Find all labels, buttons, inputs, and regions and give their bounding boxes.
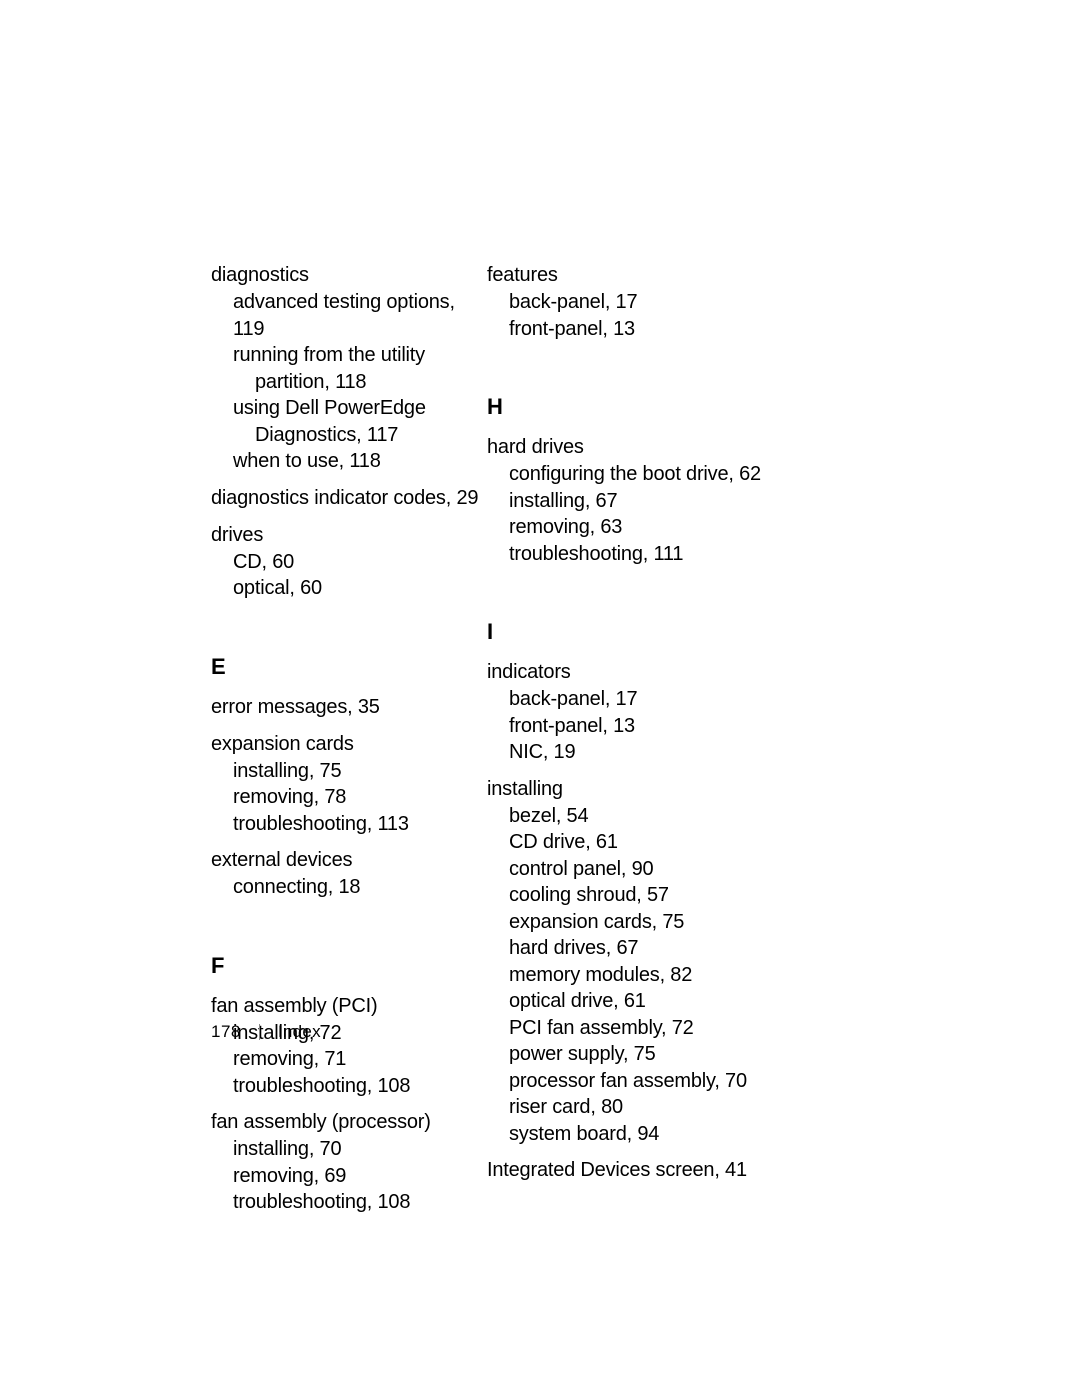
sub-drives-cd: CD, 60 [211, 549, 487, 576]
index-columns: diagnostics advanced testing options, 11… [0, 262, 1080, 1226]
sub-fanproc-install: installing, 70 [211, 1136, 487, 1163]
term-fan-proc: fan assembly (processor) [211, 1109, 487, 1136]
sub-inst-bezel: bezel, 54 [487, 803, 787, 830]
sub-hd-config: configuring the boot drive, 62 [487, 461, 787, 488]
sub-diag-use-a: using Dell PowerEdge [211, 395, 487, 422]
sub-diag-use-b: Diagnostics, 117 [211, 422, 487, 449]
term-diag-ind-codes: diagnostics indicator codes, 29 [211, 485, 487, 512]
sub-feat-back: back-panel, 17 [487, 289, 787, 316]
entry-hard-drives: hard drives configuring the boot drive, … [487, 434, 787, 567]
sub-inst-exp: expansion cards, 75 [487, 909, 787, 936]
sub-inst-sysb: system board, 94 [487, 1121, 787, 1148]
right-column: features back-panel, 17 front-panel, 13 … [487, 262, 787, 1194]
sub-drives-optical: optical, 60 [211, 575, 487, 602]
sub-diag-run-b: partition, 118 [211, 369, 487, 396]
sub-inst-hd: hard drives, 67 [487, 935, 787, 962]
sub-hd-install: installing, 67 [487, 488, 787, 515]
sub-ext-connecting: connecting, 18 [211, 874, 487, 901]
entry-indicators: indicators back-panel, 17 front-panel, 1… [487, 659, 787, 766]
entry-external-devices: external devices connecting, 18 [211, 847, 487, 901]
sub-ind-back: back-panel, 17 [487, 686, 787, 713]
sub-inst-pcifan: PCI fan assembly, 72 [487, 1015, 787, 1042]
term-int-dev-screen: Integrated Devices screen, 41 [487, 1157, 787, 1184]
sub-ind-nic: NIC, 19 [487, 739, 787, 766]
term-fan-pci: fan assembly (PCI) [211, 993, 487, 1020]
letter-heading-h: H [487, 394, 787, 420]
term-hard-drives: hard drives [487, 434, 787, 461]
entry-int-dev-screen: Integrated Devices screen, 41 [487, 1157, 787, 1184]
page-number: 178 [211, 1022, 241, 1042]
term-installing: installing [487, 776, 787, 803]
sub-feat-front: front-panel, 13 [487, 316, 787, 343]
sub-exp-install: installing, 75 [211, 758, 487, 785]
sub-inst-procfan: processor fan assembly, 70 [487, 1068, 787, 1095]
sub-exp-tshoot: troubleshooting, 113 [211, 811, 487, 838]
entry-features: features back-panel, 17 front-panel, 13 [487, 262, 787, 342]
term-external-devices: external devices [211, 847, 487, 874]
sub-inst-cd: CD drive, 61 [487, 829, 787, 856]
page-footer: 178 Index [211, 1022, 321, 1042]
entry-drives: drives CD, 60 optical, 60 [211, 522, 487, 602]
entry-diagnostics: diagnostics advanced testing options, 11… [211, 262, 487, 475]
entry-installing: installing bezel, 54 CD drive, 61 contro… [487, 776, 787, 1148]
left-column: diagnostics advanced testing options, 11… [211, 262, 487, 1226]
entry-fan-proc: fan assembly (processor) installing, 70 … [211, 1109, 487, 1216]
entry-fan-pci: fan assembly (PCI) installing, 72 removi… [211, 993, 487, 1100]
sub-diag-adv: advanced testing options, 119 [211, 289, 487, 342]
sub-inst-opt: optical drive, 61 [487, 988, 787, 1015]
entry-expansion-cards: expansion cards installing, 75 removing,… [211, 731, 487, 838]
letter-heading-i: I [487, 619, 787, 645]
sub-diag-when: when to use, 118 [211, 448, 487, 475]
entry-error-messages: error messages, 35 [211, 694, 487, 721]
sub-inst-shroud: cooling shroud, 57 [487, 882, 787, 909]
sub-fanproc-tshoot: troubleshooting, 108 [211, 1189, 487, 1216]
footer-divider [259, 1024, 260, 1040]
sub-inst-riser: riser card, 80 [487, 1094, 787, 1121]
term-indicators: indicators [487, 659, 787, 686]
sub-fanproc-remove: removing, 69 [211, 1163, 487, 1190]
sub-hd-remove: removing, 63 [487, 514, 787, 541]
sub-fanpci-tshoot: troubleshooting, 108 [211, 1073, 487, 1100]
letter-heading-f: F [211, 953, 487, 979]
footer-section: Index [278, 1022, 321, 1042]
term-features: features [487, 262, 787, 289]
term-diagnostics: diagnostics [211, 262, 487, 289]
term-error-messages: error messages, 35 [211, 694, 487, 721]
sub-hd-tshoot: troubleshooting, 111 [487, 541, 787, 568]
sub-ind-front: front-panel, 13 [487, 713, 787, 740]
sub-inst-ctrl: control panel, 90 [487, 856, 787, 883]
sub-diag-run-a: running from the utility [211, 342, 487, 369]
letter-heading-e: E [211, 654, 487, 680]
term-expansion-cards: expansion cards [211, 731, 487, 758]
sub-fanpci-remove: removing, 71 [211, 1046, 487, 1073]
index-page: diagnostics advanced testing options, 11… [0, 0, 1080, 1397]
term-drives: drives [211, 522, 487, 549]
sub-inst-psu: power supply, 75 [487, 1041, 787, 1068]
entry-diag-ind-codes: diagnostics indicator codes, 29 [211, 485, 487, 512]
sub-exp-remove: removing, 78 [211, 784, 487, 811]
sub-inst-mem: memory modules, 82 [487, 962, 787, 989]
